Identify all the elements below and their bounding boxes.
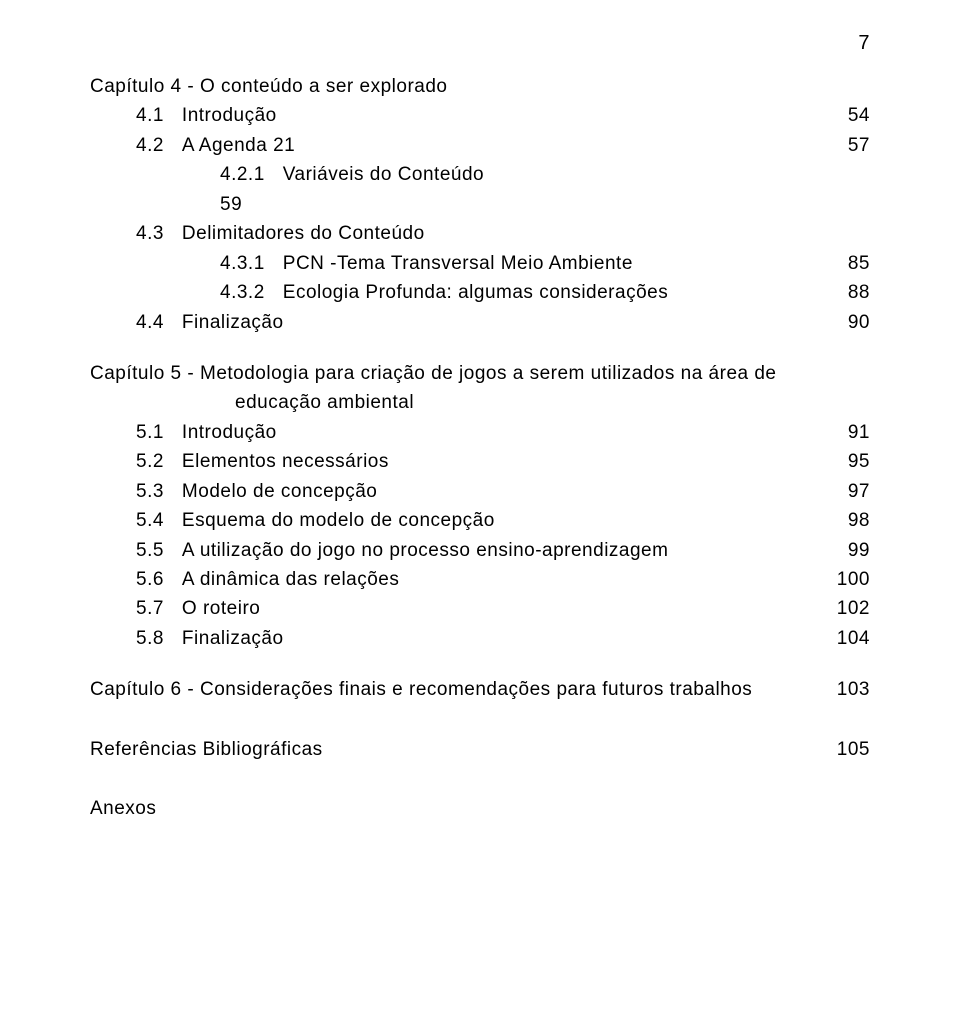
toc-page: 100 <box>820 565 870 594</box>
toc-title: Finalização <box>164 308 820 337</box>
chapter-5-heading-line1: Capítulo 5 - Metodologia para criação de… <box>90 359 870 388</box>
toc-title: Elementos necessários <box>164 447 820 476</box>
toc-entry: 5.7 O roteiro 102 <box>90 594 870 623</box>
toc-page <box>820 190 870 219</box>
toc-label: 5.7 <box>136 594 164 623</box>
toc-title: A Agenda 21 <box>164 131 820 160</box>
references-entry: Referências Bibliográficas 105 <box>90 735 870 764</box>
toc-page: 105 <box>820 735 870 764</box>
toc-page: 104 <box>820 624 870 653</box>
toc-page: 103 <box>820 675 870 704</box>
toc-page: 90 <box>820 308 870 337</box>
toc-label: 5.3 <box>136 477 164 506</box>
chapter-5-heading-line2: educação ambiental <box>90 388 870 417</box>
toc-label: 59 <box>220 190 242 219</box>
toc-title: Variáveis do Conteúdo <box>265 160 820 189</box>
toc-label: 5.6 <box>136 565 164 594</box>
toc-page: 91 <box>820 418 870 447</box>
toc-entry: 4.2.1 Variáveis do Conteúdo <box>90 160 870 189</box>
toc-entry: 4.3.2 Ecologia Profunda: algumas conside… <box>90 278 870 307</box>
chapter-6-heading: Capítulo 6 - Considerações finais e reco… <box>90 675 820 704</box>
toc-entry: 5.4 Esquema do modelo de concepção 98 <box>90 506 870 535</box>
chapter-6-entry: Capítulo 6 - Considerações finais e reco… <box>90 675 870 704</box>
toc-entry: 59 <box>90 190 870 219</box>
toc-label: 4.1 <box>136 101 164 130</box>
document-page: 7 Capítulo 4 - O conteúdo a ser explorad… <box>0 0 960 1014</box>
chapter-4-heading: Capítulo 4 - O conteúdo a ser explorado <box>90 72 870 101</box>
toc-title: O roteiro <box>164 594 820 623</box>
toc-entry: 4.4 Finalização 90 <box>90 308 870 337</box>
toc-entry: 5.8 Finalização 104 <box>90 624 870 653</box>
toc-entry: 5.5 A utilização do jogo no processo ens… <box>90 536 870 565</box>
toc-title: PCN -Tema Transversal Meio Ambiente <box>265 249 820 278</box>
toc-page: 95 <box>820 447 870 476</box>
toc-title: Finalização <box>164 624 820 653</box>
toc-label: 5.2 <box>136 447 164 476</box>
anexos-heading: Anexos <box>90 794 870 823</box>
toc-entry: 4.3.1 PCN -Tema Transversal Meio Ambient… <box>90 249 870 278</box>
toc-label: 4.2 <box>136 131 164 160</box>
references-heading: Referências Bibliográficas <box>90 735 820 764</box>
toc-page: 102 <box>820 594 870 623</box>
toc-page <box>820 160 870 189</box>
toc-page <box>820 219 870 248</box>
toc-page: 57 <box>820 131 870 160</box>
toc-title: A utilização do jogo no processo ensino-… <box>164 536 820 565</box>
toc-label: 5.5 <box>136 536 164 565</box>
toc-page: 99 <box>820 536 870 565</box>
toc-title: Esquema do modelo de concepção <box>164 506 820 535</box>
toc-page: 88 <box>820 278 870 307</box>
toc-entry: 5.3 Modelo de concepção 97 <box>90 477 870 506</box>
toc-title: Introdução <box>164 418 820 447</box>
toc-entry: 5.2 Elementos necessários 95 <box>90 447 870 476</box>
toc-label: 5.4 <box>136 506 164 535</box>
toc-label: 4.2.1 <box>220 160 265 189</box>
toc-title: Introdução <box>164 101 820 130</box>
toc-title: A dinâmica das relações <box>164 565 820 594</box>
toc-label: 5.8 <box>136 624 164 653</box>
toc-title <box>242 190 820 219</box>
toc-entry: 4.3 Delimitadores do Conteúdo <box>90 219 870 248</box>
toc-page: 97 <box>820 477 870 506</box>
toc-title: Delimitadores do Conteúdo <box>164 219 820 248</box>
toc-page: 98 <box>820 506 870 535</box>
toc-entry: 4.2 A Agenda 21 57 <box>90 131 870 160</box>
toc-entry: 5.1 Introdução 91 <box>90 418 870 447</box>
toc-entry: 5.6 A dinâmica das relações 100 <box>90 565 870 594</box>
toc-title: Modelo de concepção <box>164 477 820 506</box>
toc-page: 54 <box>820 101 870 130</box>
toc-title: Ecologia Profunda: algumas considerações <box>265 278 820 307</box>
toc-label: 4.3.2 <box>220 278 265 307</box>
toc-entry: 4.1 Introdução 54 <box>90 101 870 130</box>
page-number: 7 <box>858 32 870 55</box>
toc-page: 85 <box>820 249 870 278</box>
toc-label: 4.3 <box>136 219 164 248</box>
toc-label: 5.1 <box>136 418 164 447</box>
toc-label: 4.4 <box>136 308 164 337</box>
toc-label: 4.3.1 <box>220 249 265 278</box>
